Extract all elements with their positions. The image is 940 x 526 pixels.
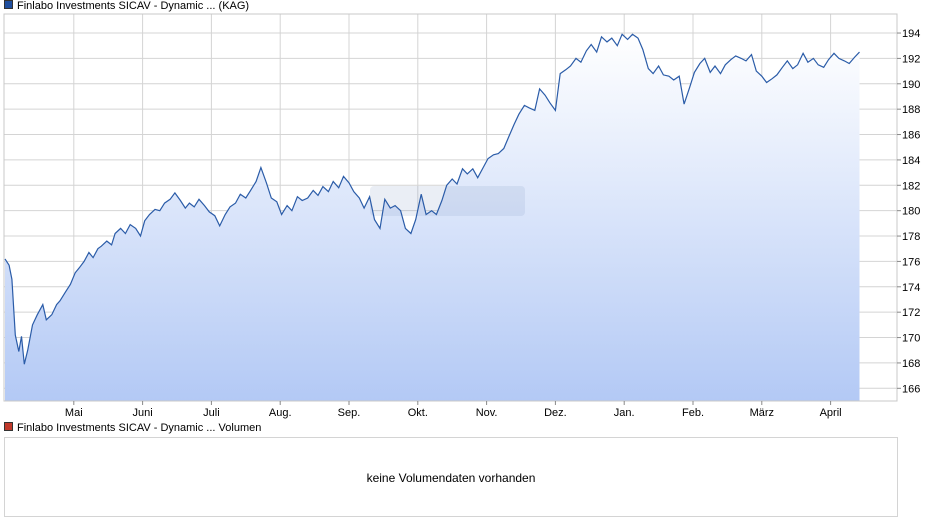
x-tick-label: März: [750, 407, 774, 419]
volume-panel: keine Volumendaten vorhanden: [4, 437, 898, 517]
y-tick-label: 184: [902, 155, 920, 167]
y-tick-label: 178: [902, 231, 920, 243]
y-tick-label: 182: [902, 180, 920, 192]
x-tick-label: Nov.: [476, 407, 498, 419]
y-tick-label: 186: [902, 130, 920, 142]
volume-legend-swatch: [4, 422, 13, 431]
y-tick-label: 174: [902, 282, 920, 294]
y-tick-label: 172: [902, 307, 920, 319]
price-legend-label: Finlabo Investments SICAV - Dynamic ... …: [17, 0, 250, 12]
y-tick-label: 180: [902, 206, 920, 218]
y-tick-label: 188: [902, 104, 920, 116]
watermark-logo: [370, 186, 525, 216]
x-tick-label: Juni: [133, 407, 153, 419]
price-chart: 166 168 170 172 174 176 178 180 182 184 186 188 190 1…: [3, 13, 920, 419]
y-tick-label: 176: [902, 256, 920, 268]
y-tick-label: 168: [902, 358, 920, 370]
x-tick-label: Mai: [65, 407, 83, 419]
price-line: [4, 33, 860, 365]
x-tick-label: April: [820, 407, 842, 419]
volume-empty-message: keine Volumendaten vorhanden: [366, 471, 536, 485]
x-tick-label: Juli: [203, 407, 220, 419]
x-axis: Mai Juni Juli Aug. Sep. Okt. Nov. Dez. Jan. Feb. M…: [65, 401, 842, 419]
x-tick-label: Aug.: [269, 407, 292, 419]
x-tick-label: Sep.: [338, 407, 361, 419]
price-legend-swatch: [4, 0, 13, 9]
y-axis: 166 168 170 172 174 176 178 180 182 184 186 188 190 1…: [897, 28, 920, 395]
y-tick-label: 192: [902, 53, 920, 65]
volume-legend: Finlabo Investments SICAV - Dynamic ... …: [4, 422, 261, 434]
y-tick-label: 166: [902, 383, 920, 395]
y-tick-label: 194: [902, 28, 920, 40]
x-tick-label: Jan.: [614, 407, 635, 419]
y-tick-label: 170: [902, 333, 920, 345]
plot-frame: [3, 13, 898, 402]
y-tick-label: 190: [902, 79, 920, 91]
x-tick-label: Okt.: [408, 407, 428, 419]
x-tick-label: Dez.: [544, 407, 567, 419]
x-tick-label: Feb.: [682, 407, 704, 419]
volume-legend-label: Finlabo Investments SICAV - Dynamic ... …: [17, 422, 262, 434]
price-area: [5, 34, 860, 402]
price-legend: Finlabo Investments SICAV - Dynamic ... …: [4, 0, 249, 12]
